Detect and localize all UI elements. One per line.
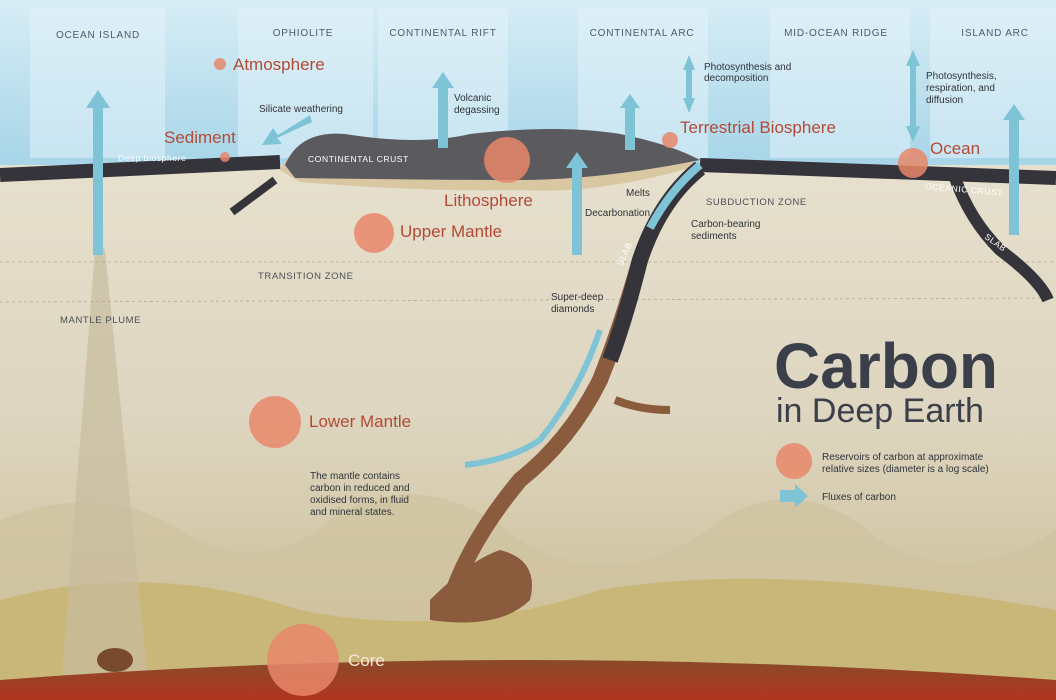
setting-label: CONTINENTAL RIFT [389, 28, 496, 39]
label: Carbon-bearing sediments [691, 219, 761, 242]
legend: Reservoirs of carbon at approximate relat… [822, 452, 989, 503]
title: Carbon in Deep Earth [774, 330, 998, 430]
label-line: respiration, and [926, 83, 995, 94]
reservoir-label: Ocean [930, 139, 980, 158]
label-line: Carbon-bearing [691, 219, 761, 230]
label-line: Photosynthesis and [704, 62, 791, 73]
setting-label: CONTINENTAL ARC [590, 28, 695, 39]
label: Decarbonation [585, 208, 650, 219]
legend-line: Reservoirs of carbon at approximate [822, 452, 984, 463]
legend-text: Fluxes of carbon [822, 492, 896, 503]
label-line: Volcanic [454, 93, 491, 104]
label: SUBDUCTION ZONE [706, 197, 807, 208]
setting-label: OCEAN ISLAND [56, 30, 140, 41]
flux-arrows [86, 50, 1025, 508]
setting-label: ISLAND ARC [961, 28, 1028, 39]
legend-text: Reservoirs of carbon at approximate relat… [822, 452, 989, 475]
title-main: Carbon [774, 330, 998, 402]
label: Deep biosphere [118, 153, 186, 163]
setting-label: MID-OCEAN RIDGE [784, 28, 888, 39]
label-line: diamonds [551, 304, 594, 315]
label-line: decomposition [704, 73, 768, 84]
reservoir-labels: Atmosphere Sediment Terrestrial Biospher… [164, 55, 980, 670]
label: TRANSITION ZONE [258, 271, 354, 282]
setting-labels: OCEAN ISLAND OPHIOLITE CONTINENTAL RIFT … [56, 28, 1028, 41]
label: Silicate weathering [259, 104, 343, 115]
reservoir-label: Upper Mantle [400, 222, 502, 241]
reservoir-label: Lower Mantle [309, 412, 411, 431]
reservoir-label: Atmosphere [233, 55, 325, 74]
label: Photosynthesis and decomposition [704, 62, 791, 84]
reservoir-label: Terrestrial Biosphere [680, 118, 836, 137]
label: The mantle contains carbon in reduced and… [310, 471, 410, 518]
title-sub: in Deep Earth [776, 392, 984, 430]
label: Volcanic degassing [454, 93, 500, 116]
reservoir-label: Core [348, 651, 385, 670]
reservoir-label: Lithosphere [444, 191, 533, 210]
label-line: and mineral states. [310, 507, 395, 518]
label: Melts [626, 188, 650, 199]
label-line: The mantle contains [310, 471, 400, 482]
label-line: diffusion [926, 95, 963, 106]
reservoir-label: Sediment [164, 128, 236, 147]
label: MANTLE PLUME [60, 315, 141, 326]
label-line: Photosynthesis, [926, 71, 997, 82]
label-line: carbon in reduced and [310, 483, 410, 494]
label: Photosynthesis, respiration, and diffusion [926, 71, 997, 106]
process-labels: Silicate weathering Deep biosphere CONTI… [60, 62, 1008, 518]
label-line: sediments [691, 231, 737, 242]
setting-label: OPHIOLITE [273, 28, 334, 39]
label: CONTINENTAL CRUST [308, 154, 409, 164]
label: Super-deep diamonds [551, 292, 604, 315]
legend-line: relative sizes (diameter is a log scale) [822, 464, 989, 475]
label-line: oxidised forms, in fluid [310, 495, 409, 506]
label-line: degassing [454, 105, 500, 116]
label-line: Super-deep [551, 292, 604, 303]
reservoir-dots [214, 58, 928, 696]
